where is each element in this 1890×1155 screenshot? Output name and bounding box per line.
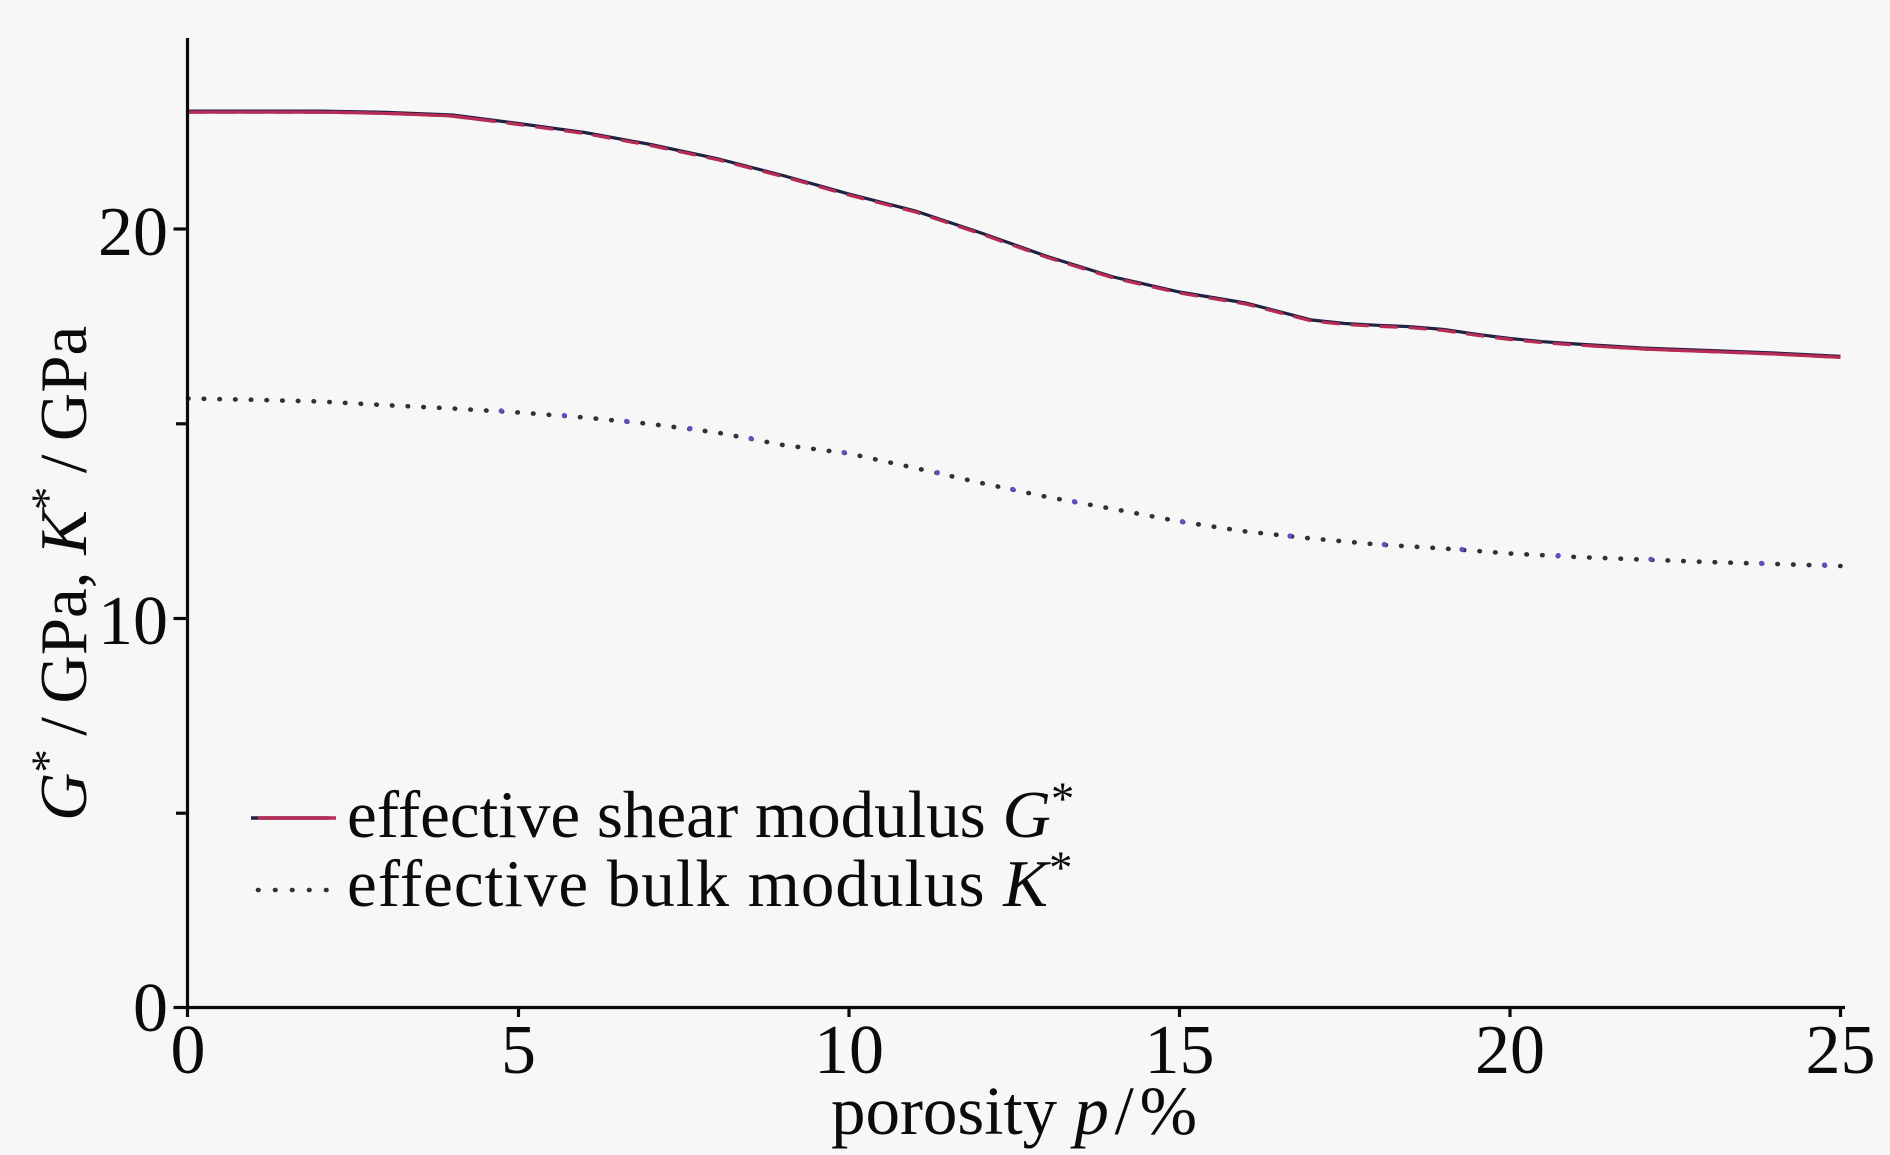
svg-text:20: 20: [1475, 1012, 1545, 1089]
svg-text:5: 5: [501, 1012, 536, 1089]
svg-text:0: 0: [133, 970, 168, 1047]
svg-text:20: 20: [98, 194, 168, 271]
svg-text:porosity p / %: porosity p / %: [831, 1073, 1197, 1149]
svg-text:10: 10: [814, 1012, 884, 1089]
svg-text:0: 0: [171, 1012, 206, 1089]
svg-text:effective bulk modulus K*: effective bulk modulus K*: [347, 842, 1073, 921]
svg-text:effective shear modulus G*: effective shear modulus G*: [347, 773, 1074, 852]
svg-text:25: 25: [1806, 1012, 1876, 1089]
svg-text:G* / GPa, K* / GPa: G* / GPa, K* / GPa: [22, 326, 101, 821]
svg-text:15: 15: [1145, 1012, 1215, 1089]
svg-text:10: 10: [98, 583, 168, 660]
